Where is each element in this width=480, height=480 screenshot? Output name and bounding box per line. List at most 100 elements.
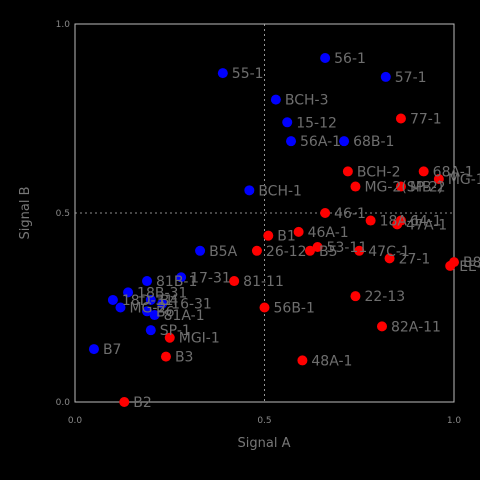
tick-layer: 0.0 0.5 1.0 0.0 0.5 1.0 — [56, 20, 462, 426]
point-label: 82A-11 — [391, 319, 441, 335]
point-label: EE-1 — [459, 259, 480, 275]
point-label: 18D-31 — [122, 293, 173, 309]
data-point — [149, 310, 160, 321]
y-tick-label: 1.0 — [56, 20, 71, 30]
data-point — [395, 181, 406, 192]
point-label: MG-2 — [129, 301, 166, 317]
point-label: MB-2 — [410, 180, 446, 196]
plot-frame — [74, 23, 455, 403]
point-label: 22-13 — [364, 289, 405, 305]
point-label: SP-1 — [160, 323, 191, 339]
labels-layer: 56-1 57-1 55-1 BCH-3 15-12 56A-1 68B-1 BCH-1 B5A… — [103, 51, 480, 411]
point-label: B4 — [160, 293, 179, 309]
point-label: 77-1 — [410, 112, 442, 128]
point-label: 47C-1 — [368, 244, 410, 260]
data-point — [320, 208, 331, 218]
point-label: 81B-1 — [156, 274, 197, 290]
point-label: B5 — [319, 244, 338, 260]
point-label: B3 — [175, 350, 194, 366]
point-label: 27-1 — [399, 251, 431, 267]
data-point — [176, 272, 187, 283]
data-point — [115, 302, 126, 313]
data-point — [297, 355, 308, 366]
point-label: 16-31 — [171, 297, 212, 313]
point-label: BCH-2 — [357, 164, 401, 180]
point-label: 64-1 — [410, 214, 442, 230]
point-label: 57-1 — [395, 70, 427, 86]
point-label: 68B-1 — [353, 134, 394, 150]
y-tick-label: 0.5 — [56, 209, 70, 219]
point-label: BCH-3 — [285, 93, 329, 109]
data-point — [259, 302, 270, 313]
data-point — [293, 226, 304, 237]
data-point — [229, 276, 240, 287]
data-point — [354, 245, 365, 256]
data-point — [263, 230, 274, 241]
point-label: 56A-1 — [300, 134, 341, 150]
data-point — [123, 287, 134, 298]
point-label: B2 — [133, 395, 152, 411]
point-label: 18A-1 — [380, 214, 421, 230]
point-label: 55-1 — [232, 66, 264, 82]
point-label: 68A-1 — [433, 164, 474, 180]
data-point — [164, 332, 175, 343]
x-tick-label: 0.5 — [257, 416, 271, 426]
y-axis-label: Signal B — [18, 187, 33, 240]
points-layer — [88, 53, 459, 407]
x-tick-label: 0.0 — [68, 416, 83, 426]
data-point — [312, 242, 323, 253]
point-label: 47A-1 — [406, 217, 447, 233]
data-point — [195, 245, 206, 256]
data-point — [142, 306, 153, 317]
data-point — [157, 298, 168, 309]
data-point — [282, 117, 293, 128]
data-point — [145, 325, 156, 336]
point-label: 53-11 — [327, 240, 368, 256]
data-point — [350, 181, 361, 192]
data-point — [339, 136, 350, 147]
data-point — [251, 245, 262, 256]
point-label: B6 — [156, 304, 175, 320]
data-point — [384, 253, 395, 264]
point-label: 17-31 — [190, 270, 231, 286]
data-point — [380, 71, 391, 82]
data-point — [217, 68, 228, 79]
y-tick-label: 0.0 — [56, 398, 71, 408]
data-point — [320, 53, 331, 64]
data-point — [244, 185, 255, 196]
point-label: MGI-1 — [179, 331, 220, 347]
data-point — [119, 397, 130, 407]
point-label: 56B-1 — [274, 301, 315, 317]
data-point — [142, 276, 153, 287]
x-tick-label: 1.0 — [447, 416, 462, 426]
point-label: 26-12 — [266, 244, 307, 260]
data-point — [107, 294, 118, 305]
point-label: BCH-1 — [258, 183, 302, 199]
point-label: 56-1 — [334, 51, 366, 67]
data-point — [376, 321, 387, 332]
point-label: B5A — [209, 244, 238, 260]
point-label: 18B-31 — [137, 285, 187, 301]
point-label: 46-1 — [334, 206, 366, 222]
point-label: 81A-1 — [164, 308, 205, 324]
data-point — [145, 294, 156, 305]
data-point — [270, 94, 281, 105]
point-label: MG-1(SP-1) — [448, 172, 480, 188]
data-point — [342, 166, 353, 177]
point-label: B7 — [103, 342, 122, 358]
point-label: 15-12 — [296, 115, 337, 131]
data-point — [418, 166, 429, 177]
data-point — [350, 291, 361, 302]
point-label: 46A-1 — [308, 225, 349, 241]
point-label: 81-11 — [243, 274, 284, 290]
data-point — [286, 136, 297, 147]
data-point — [433, 173, 444, 184]
x-axis-label: Signal A — [238, 436, 291, 451]
point-label: B1 — [277, 229, 296, 245]
data-point — [392, 219, 403, 230]
point-label: MG-2(SP-2) — [364, 180, 443, 196]
data-point — [160, 351, 171, 362]
point-label: 48A-1 — [311, 353, 352, 369]
